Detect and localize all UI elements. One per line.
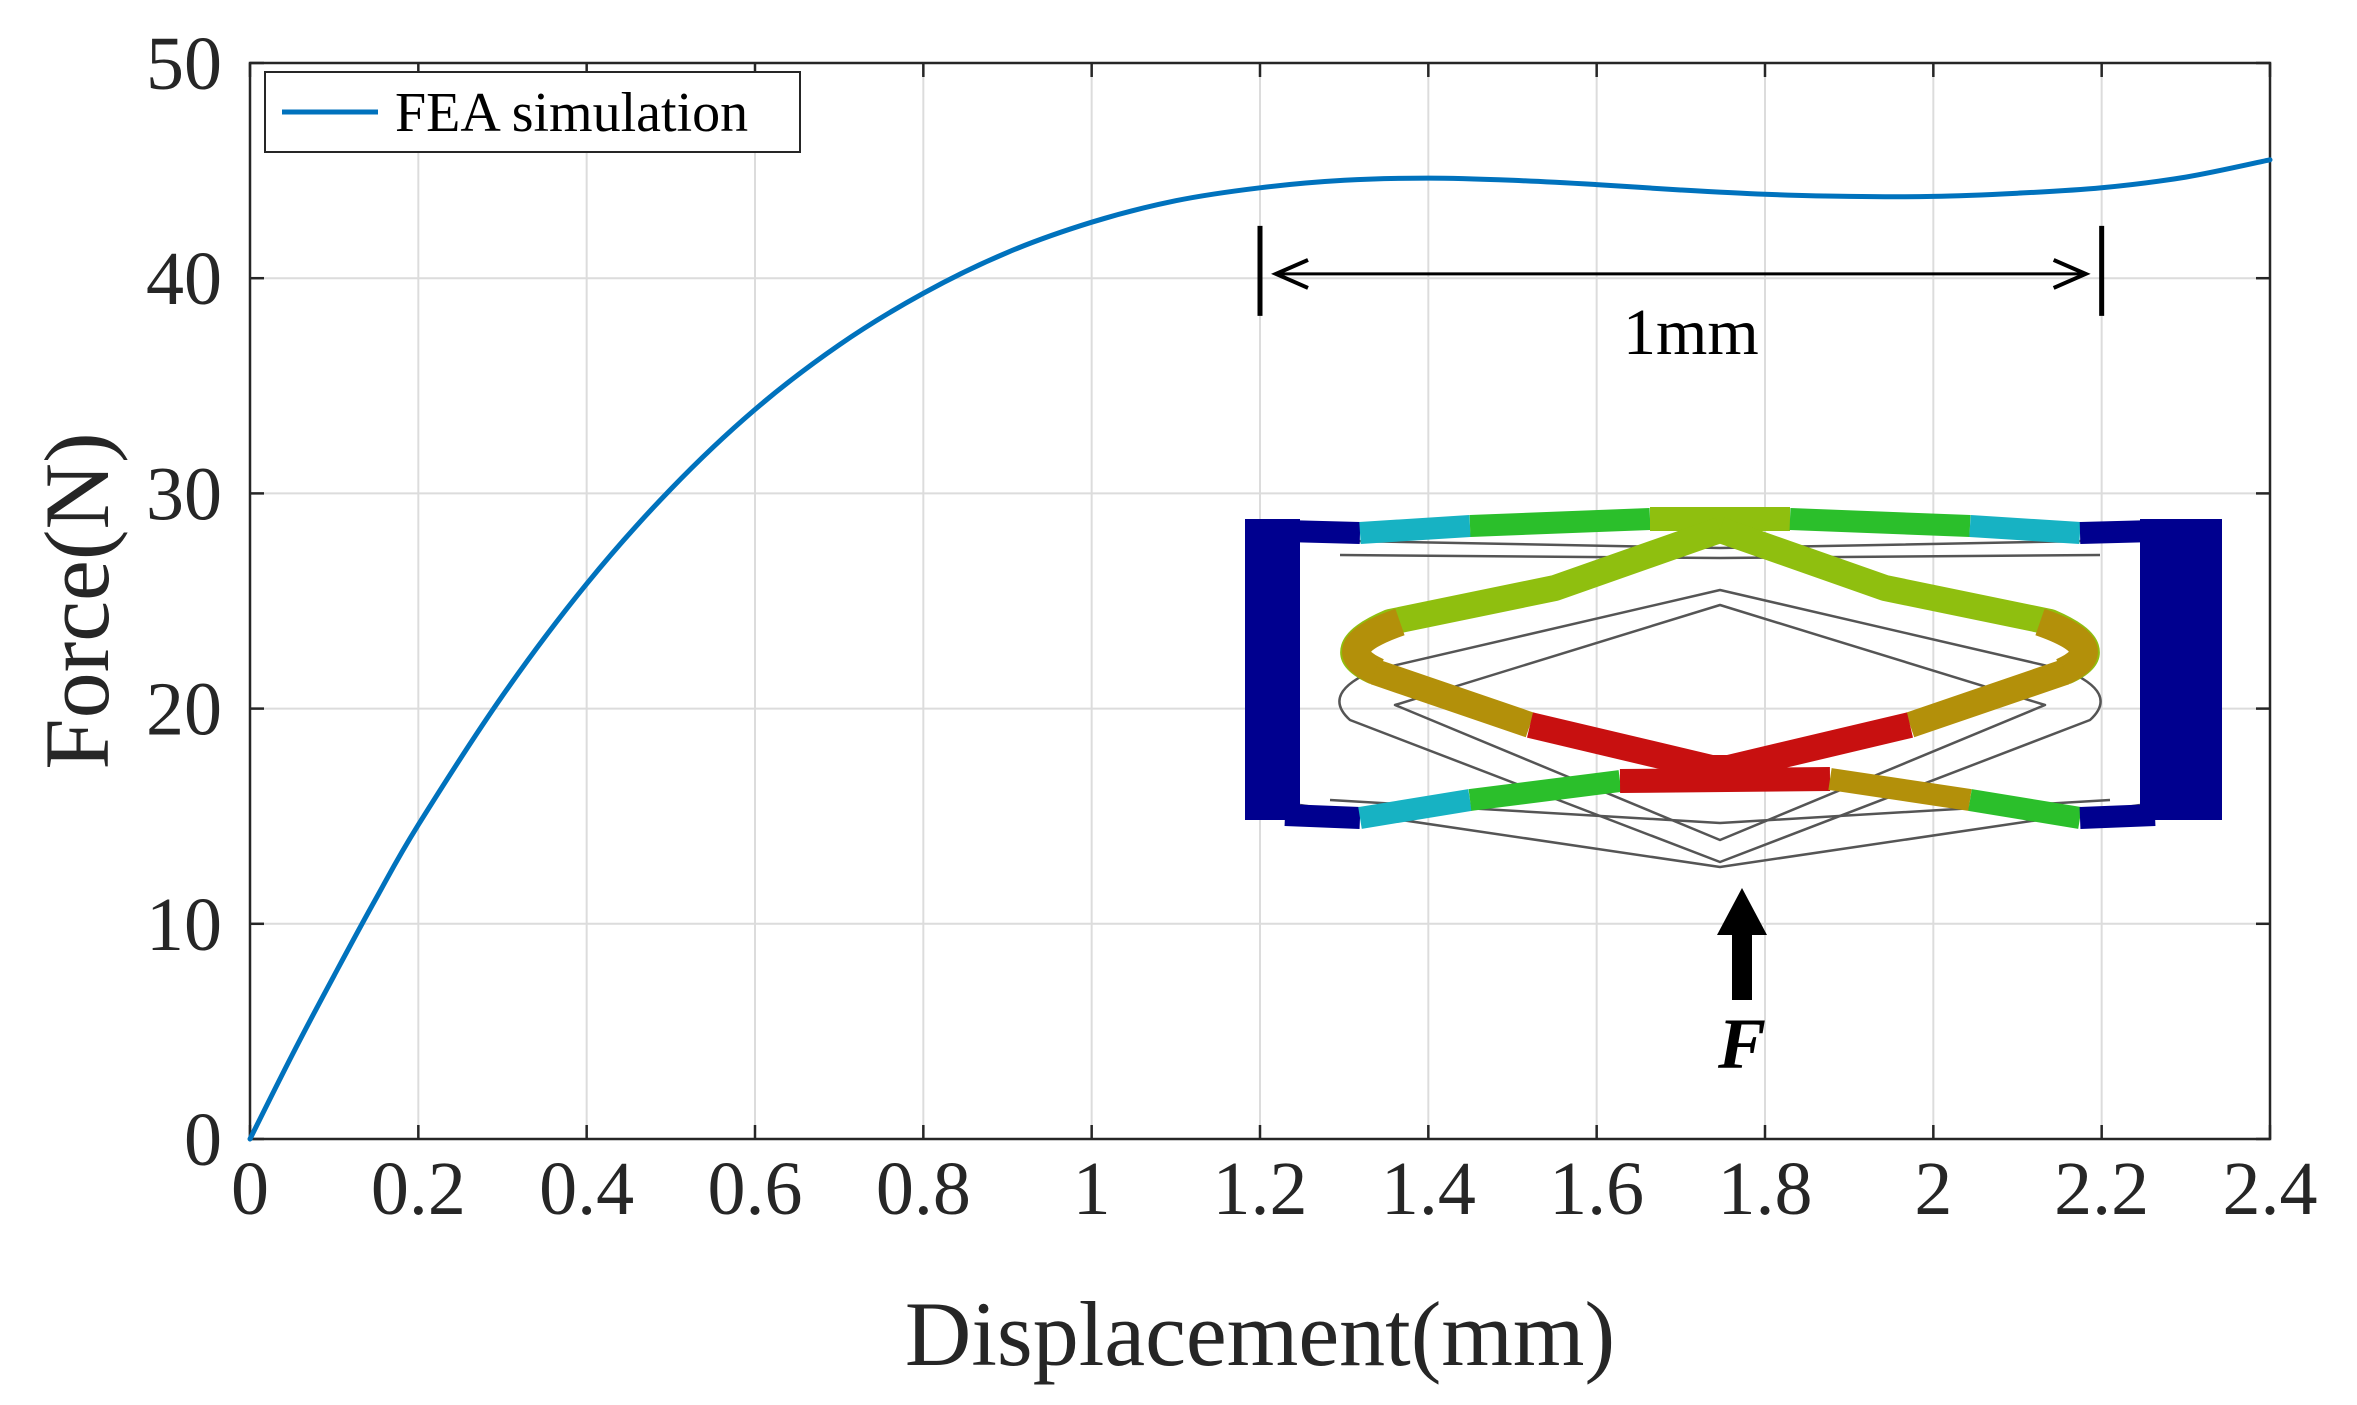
x-tick-label: 0.6 bbox=[708, 1147, 803, 1231]
right-support bbox=[2140, 519, 2222, 820]
fea-simulation-line bbox=[247, 157, 2273, 1142]
undeformed-outline bbox=[1299, 538, 2141, 869]
x-tick-label: 1.2 bbox=[1213, 1147, 1308, 1231]
x-tick-label: 0.2 bbox=[371, 1147, 466, 1231]
x-tick-label: 2.2 bbox=[2054, 1147, 2149, 1231]
x-tick-label: 0.4 bbox=[539, 1147, 634, 1231]
x-tick-label: 0 bbox=[231, 1147, 269, 1231]
legend: FEA simulation bbox=[264, 71, 801, 153]
x-tick-label: 1 bbox=[1073, 1147, 1111, 1231]
dimension-annotation: 1mm bbox=[1257, 225, 2105, 369]
x-tick-label: 0.8 bbox=[876, 1147, 971, 1231]
dimension-arrowhead-left bbox=[1271, 258, 1309, 290]
x-tick-label: 1.4 bbox=[1381, 1147, 1476, 1231]
dimension-label: 1mm bbox=[1623, 296, 1759, 369]
y-tick-label: 30 bbox=[146, 452, 222, 536]
legend-entry-fea-simulation: FEA simulation bbox=[395, 82, 748, 144]
dimension-arrowhead-right bbox=[2052, 258, 2091, 290]
force-arrow bbox=[1717, 888, 1767, 1000]
x-tick-labels: 0 0.2 0.4 0.6 0.8 1 1.2 1.4 1.6 1.8 2 2.2 2.4 bbox=[231, 1147, 2318, 1231]
x-tick-label: 2 bbox=[1914, 1147, 1952, 1231]
y-axis-label: Force(N) bbox=[26, 432, 128, 769]
y-tick-label: 20 bbox=[146, 668, 222, 752]
x-tick-label: 1.6 bbox=[1549, 1147, 1644, 1231]
y-tick-label: 0 bbox=[184, 1098, 222, 1182]
y-tick-labels: 0 10 20 30 40 50 bbox=[146, 22, 222, 1182]
x-tick-label: 2.4 bbox=[2223, 1147, 2318, 1231]
x-tick-label: 1.8 bbox=[1718, 1147, 1813, 1231]
left-support bbox=[1245, 519, 1300, 820]
y-tick-label: 50 bbox=[146, 22, 222, 106]
x-axis-label: Displacement(mm) bbox=[905, 1283, 1615, 1385]
tick-marks bbox=[248, 61, 2272, 1141]
fea-inset-illustration: F bbox=[1245, 507, 2222, 1084]
deformed-beams bbox=[1284, 507, 2156, 829]
y-tick-label: 40 bbox=[146, 237, 222, 321]
y-tick-label: 10 bbox=[146, 883, 222, 967]
force-label: F bbox=[1717, 1004, 1766, 1084]
